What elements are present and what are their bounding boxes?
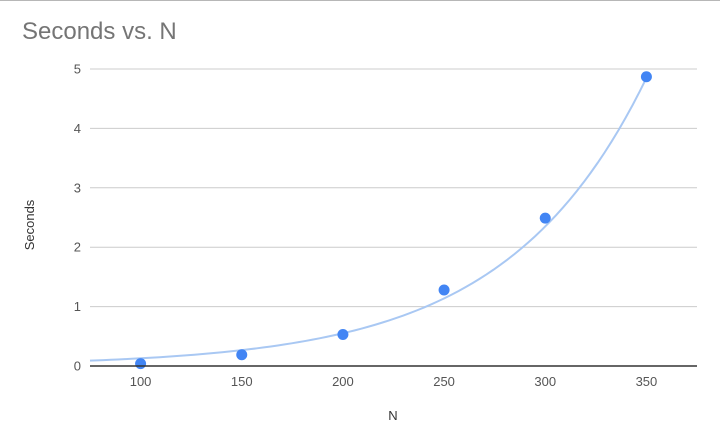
data-point[interactable] [438, 284, 450, 296]
y-tick-label: 1 [74, 299, 81, 314]
x-tick-labels: 100 150 200 250 300 350 [130, 374, 658, 389]
data-point[interactable] [640, 71, 652, 83]
x-tick-label: 100 [130, 374, 152, 389]
x-axis-label: N [388, 408, 397, 423]
y-tick-labels: 0 1 2 3 4 5 [74, 62, 81, 374]
data-points [135, 71, 652, 370]
data-point[interactable] [236, 349, 248, 361]
y-tick-label: 0 [74, 359, 81, 374]
y-axis-label: Seconds [22, 199, 37, 250]
y-tick-label: 2 [74, 240, 81, 255]
y-tick-label: 3 [74, 180, 81, 195]
x-tick-label: 150 [231, 374, 253, 389]
chart-title: Seconds vs. N [22, 18, 177, 45]
data-point[interactable] [337, 329, 349, 341]
y-tick-label: 4 [74, 121, 81, 136]
x-tick-label: 300 [534, 374, 556, 389]
y-tick-label: 5 [74, 62, 81, 77]
data-point[interactable] [539, 212, 551, 224]
x-tick-label: 350 [636, 374, 658, 389]
x-tick-label: 250 [433, 374, 455, 389]
data-point[interactable] [135, 358, 147, 370]
top-divider [0, 0, 720, 1]
gridlines [90, 68, 697, 308]
trendline [89, 77, 648, 362]
x-tick-label: 200 [332, 374, 354, 389]
